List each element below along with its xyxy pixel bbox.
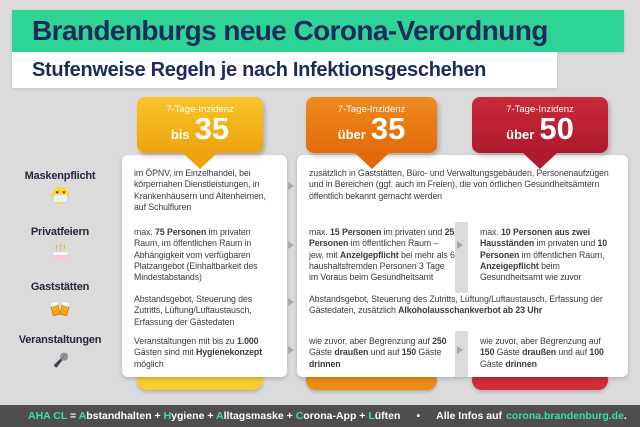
incidence-value: 50 xyxy=(539,111,574,146)
footer-period: . xyxy=(623,410,627,422)
incidence-value: 35 xyxy=(370,111,406,146)
footer-bullet: • xyxy=(416,410,421,422)
row-label-maskenpflicht: Maskenpflicht xyxy=(0,170,120,213)
incidence-prefix: über xyxy=(506,127,535,142)
column-header-bis-35: 7-Tage-Inzidenz bis 35 xyxy=(137,97,263,153)
cell-veranstaltungen-ueber-35: wie zuvor, aber Begrenzung auf 250 Gäste… xyxy=(309,336,447,369)
progression-arrow-icon xyxy=(288,298,294,306)
progression-arrow-icon xyxy=(288,346,294,354)
page-subtitle: Stufenweise Regeln je nach Infektionsges… xyxy=(32,58,487,81)
incidence-label: 7-Tage-Inzidenz xyxy=(337,104,406,115)
footer-aha-text: AHA CL = Abstandhalten + Hygiene + Allta… xyxy=(28,410,401,422)
cell-gaststaetten-ueber-35-50: Abstandsgebot, Steuerung des Zutritts, L… xyxy=(309,294,603,316)
row-label-text: Privatfeiern xyxy=(30,226,90,238)
cell-privatfeiern-ueber-35: max. 15 Personen im privaten und 25 Pers… xyxy=(309,227,455,283)
cell-gaststaetten-bis-35: Abstandsgebot, Steuerung des Zutritts, L… xyxy=(134,294,253,327)
column-gap xyxy=(455,331,468,377)
face-mask-icon xyxy=(51,186,69,205)
row-label-text: Veranstaltungen xyxy=(18,334,102,346)
progression-arrow-icon xyxy=(288,182,294,190)
row-label-privatfeiern: Privatfeiern xyxy=(0,226,120,269)
cell-maskenpflicht-bis-35: im ÖPNV, im Einzelhandel, bei körpernahe… xyxy=(134,168,266,212)
progression-arrow-icon xyxy=(457,241,463,249)
footer-bar: AHA CL = Abstandhalten + Hygiene + Allta… xyxy=(0,405,640,427)
incidence-label: 7-Tage-Inzidenz xyxy=(506,104,574,115)
content-box-ueber-35-50: zusätzlich in Gaststätten, Büro- und Ver… xyxy=(297,155,628,377)
bubble-tail-icon xyxy=(183,153,217,169)
row-label-text: Maskenpflicht xyxy=(24,170,96,182)
bubble-tail-icon xyxy=(523,153,557,169)
cell-veranstaltungen-bis-35: Veranstaltungen mit bis zu 1.000 Gästen … xyxy=(134,336,263,369)
cell-privatfeiern-bis-35: max. 75 Personen im privaten Raum, im öf… xyxy=(134,227,258,283)
cell-veranstaltungen-ueber-50: wie zuvor, aber Begrenzung auf 150 Gäste… xyxy=(480,336,604,369)
microphone-icon xyxy=(53,352,68,368)
page-title: Brandenburgs neue Corona-Verordnung xyxy=(32,15,548,46)
footer-link[interactable]: corona.brandenburg.de xyxy=(506,410,624,422)
column-header-ueber-35: 7-Tage-Inzidenz über 35 xyxy=(306,97,437,153)
column-gap xyxy=(455,222,468,293)
bubble-tail-icon xyxy=(355,153,389,169)
row-label-veranstaltungen: Veranstaltungen xyxy=(0,334,120,377)
cell-maskenpflicht-ueber-35-50: zusätzlich in Gaststätten, Büro- und Ver… xyxy=(309,168,609,201)
footer-info-text: Alle Infos auf xyxy=(436,410,503,422)
content-box-bis-35: im ÖPNV, im Einzelhandel, bei körpernahe… xyxy=(122,155,287,377)
incidence-value: 35 xyxy=(194,111,230,146)
birthday-cake-icon xyxy=(52,244,68,261)
incidence-prefix: bis xyxy=(170,127,190,142)
progression-arrow-icon xyxy=(288,241,294,249)
clinking-beer-mugs-icon xyxy=(50,301,70,316)
progression-arrow-icon xyxy=(457,346,463,354)
title-banner: Brandenburgs neue Corona-Verordnung xyxy=(12,10,624,52)
incidence-label: 7-Tage-Inzidenz xyxy=(166,104,234,115)
column-header-ueber-50: 7-Tage-Inzidenz über 50 xyxy=(472,97,608,153)
cell-privatfeiern-ueber-50: max. 10 Personen aus zwei Hausständen im… xyxy=(480,227,608,283)
subtitle-banner: Stufenweise Regeln je nach Infektionsges… xyxy=(12,52,557,88)
row-label-text: Gaststätten xyxy=(30,281,90,293)
incidence-prefix: über xyxy=(337,127,366,142)
row-label-gaststaetten: Gaststätten xyxy=(0,281,120,325)
